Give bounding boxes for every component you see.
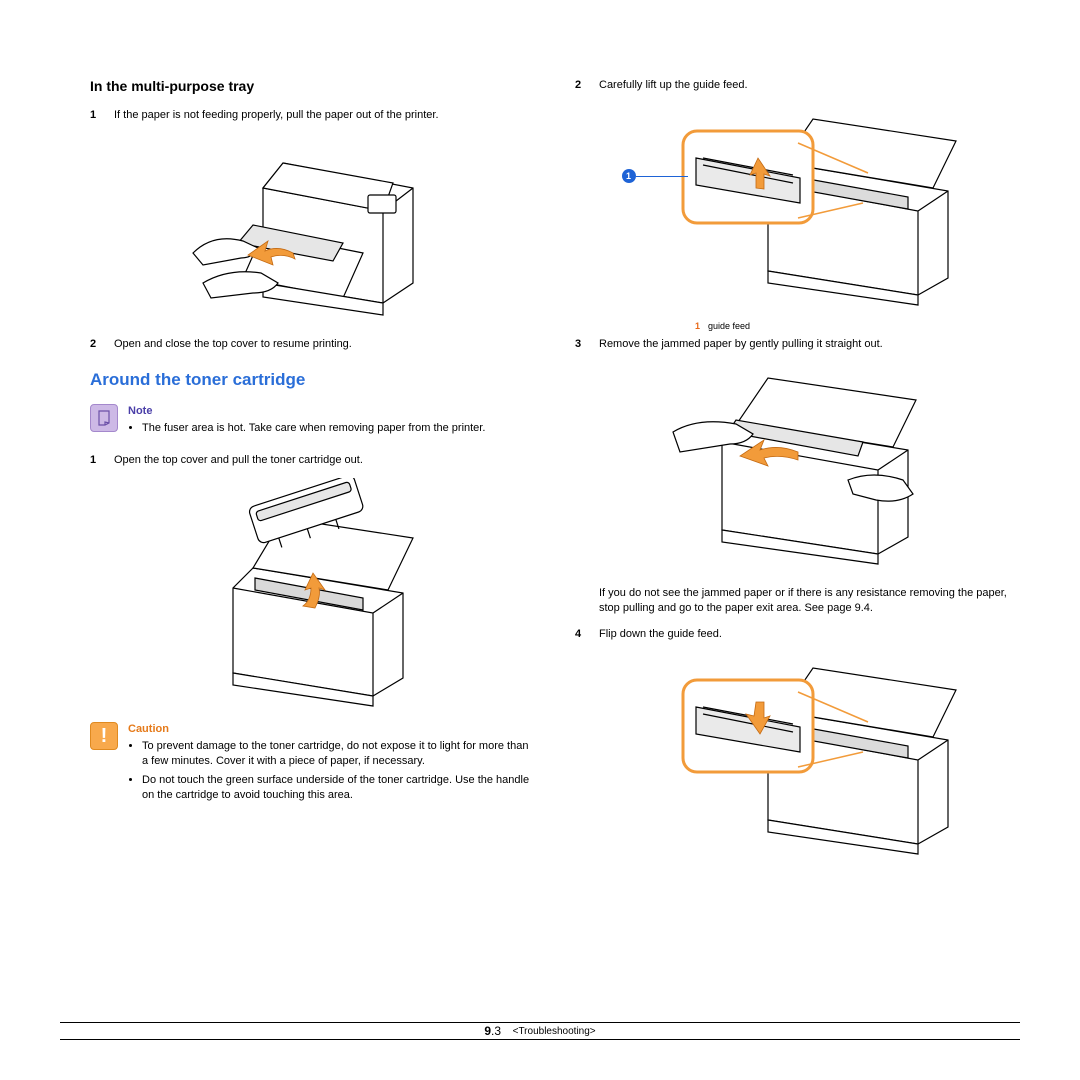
paragraph-no-jam-visible: If you do not see the jammed paper or if… [599, 586, 1020, 616]
right-step-2: 2 Carefully lift up the guide feed. [575, 78, 1020, 93]
figure-remove-toner [163, 478, 463, 708]
legend-guide-feed: 1 guide feed [695, 321, 1020, 331]
right-column: 2 Carefully lift up the guide feed. 1 [575, 78, 1020, 1012]
printer-guide-feed-down-illustration [628, 652, 968, 862]
manual-page: In the multi-purpose tray 1 If the paper… [0, 0, 1080, 1080]
note-body: Note The fuser area is hot. Take care wh… [128, 404, 535, 440]
toner-step-1: 1 Open the top cover and pull the toner … [90, 453, 535, 468]
printer-guide-feed-up-illustration [628, 103, 968, 313]
note-callout: Note The fuser area is hot. Take care wh… [90, 404, 535, 440]
step-text: Open and close the top cover to resume p… [114, 337, 535, 352]
step-text: Open the top cover and pull the toner ca… [114, 453, 535, 468]
step-text: Flip down the guide feed. [599, 627, 1020, 642]
step-number: 2 [90, 337, 100, 352]
callout-leader-line [636, 176, 688, 177]
printer-remove-jam-illustration [658, 362, 938, 572]
note-icon [90, 404, 118, 432]
footer-section: <Troubleshooting> [513, 1026, 596, 1037]
legend-label: guide feed [708, 321, 750, 331]
figure-pull-paper [183, 133, 443, 323]
heading-multi-purpose-tray: In the multi-purpose tray [90, 78, 535, 94]
footer-page-sub: .3 [491, 1024, 501, 1038]
two-column-layout: In the multi-purpose tray 1 If the paper… [90, 78, 1020, 1012]
caution-bullet-1: To prevent damage to the toner cartridge… [142, 739, 535, 769]
step-number: 3 [575, 337, 585, 352]
caution-bullet-2: Do not touch the green surface underside… [142, 773, 535, 803]
note-bullet: The fuser area is hot. Take care when re… [142, 421, 535, 436]
step-number: 2 [575, 78, 585, 93]
legend-number: 1 [695, 321, 700, 331]
printer-mp-tray-illustration [183, 133, 443, 323]
step-text: If the paper is not feeding properly, pu… [114, 108, 535, 123]
printer-toner-out-illustration [163, 478, 463, 708]
step-text: Carefully lift up the guide feed. [599, 78, 1020, 93]
caution-body: Caution To prevent damage to the toner c… [128, 722, 535, 806]
heading-around-toner: Around the toner cartridge [90, 370, 535, 390]
note-title: Note [128, 404, 535, 419]
figure-flip-down-guide [628, 652, 968, 862]
caution-icon: ! [90, 722, 118, 750]
left-column: In the multi-purpose tray 1 If the paper… [90, 78, 535, 1012]
figure-lift-guide-feed: 1 [628, 103, 968, 313]
step-number: 4 [575, 627, 585, 642]
step-number: 1 [90, 108, 100, 123]
caution-title: Caution [128, 722, 535, 737]
right-step-3: 3 Remove the jammed paper by gently pull… [575, 337, 1020, 352]
figure-remove-jam [658, 362, 938, 572]
page-footer: 9.3 <Troubleshooting> [60, 1022, 1020, 1040]
tray-step-1: 1 If the paper is not feeding properly, … [90, 108, 535, 123]
step-text: Remove the jammed paper by gently pullin… [599, 337, 1020, 352]
step-number: 1 [90, 453, 100, 468]
right-step-4: 4 Flip down the guide feed. [575, 627, 1020, 642]
caution-callout: ! Caution To prevent damage to the toner… [90, 722, 535, 806]
callout-badge-1: 1 [622, 169, 636, 183]
tray-step-2: 2 Open and close the top cover to resume… [90, 337, 535, 352]
